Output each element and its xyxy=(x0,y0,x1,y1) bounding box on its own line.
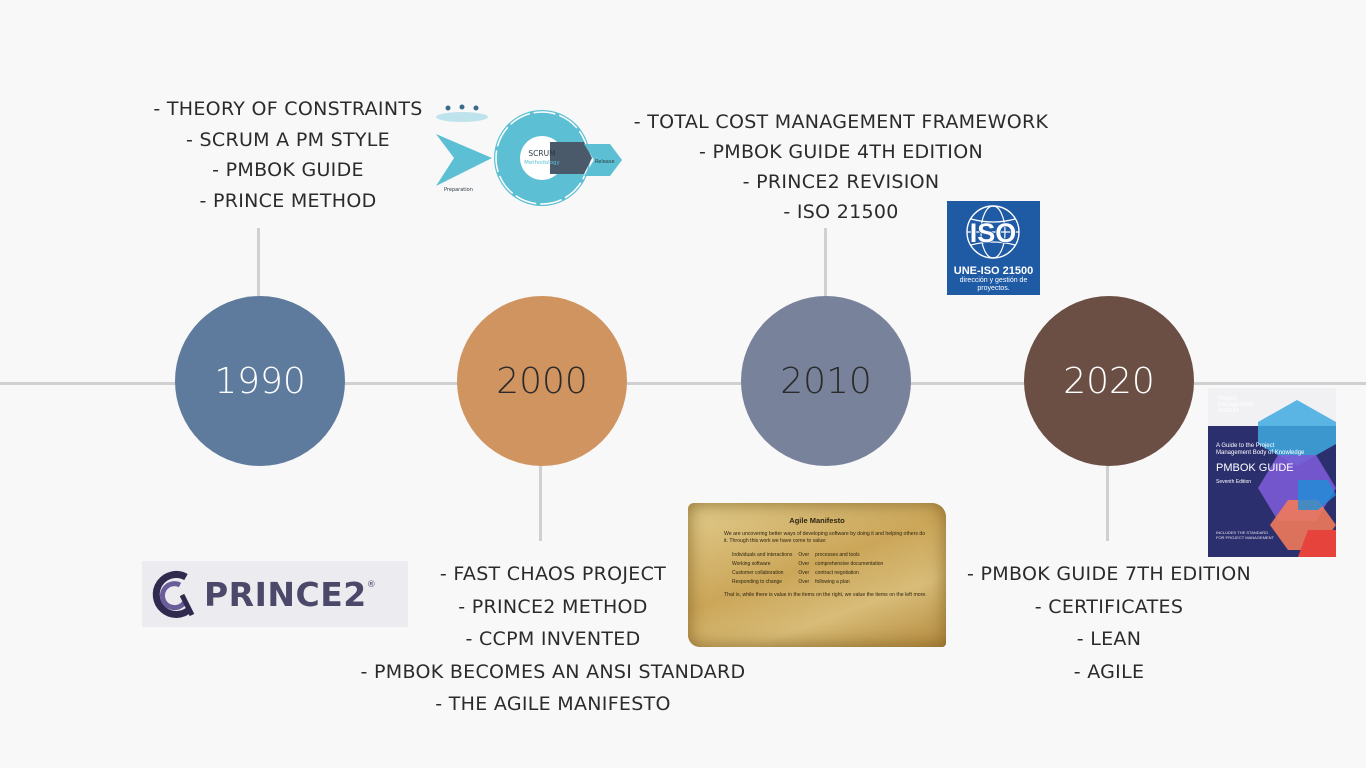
events-2000: - FAST CHAOS PROJECT - PRINCE2 METHOD - … xyxy=(333,558,773,721)
table-cell: Customer collaboration xyxy=(732,569,784,576)
event-item: - TOTAL COST MANAGEMENT FRAMEWORK xyxy=(633,111,1049,133)
event-item: - THE AGILE MANIFESTO xyxy=(435,693,671,715)
year-circle-2020: 2020 xyxy=(1024,296,1194,466)
year-label-1990: 1990 xyxy=(214,360,306,402)
iso-line-1: UNE-ISO 21500 xyxy=(953,265,1034,277)
pmbok-cover-pattern-icon xyxy=(1258,400,1336,557)
event-item: - PMBOK GUIDE xyxy=(212,159,364,181)
table-cell: comprehensive documentation xyxy=(815,560,884,567)
event-item: - CCPM INVENTED xyxy=(465,628,641,650)
year-circle-2000: 2000 xyxy=(457,296,627,466)
event-item: - PMBOK GUIDE 7TH EDITION xyxy=(967,563,1251,585)
event-item: - THEORY OF CONSTRAINTS xyxy=(153,98,423,120)
table-cell: contract negotiation xyxy=(815,569,859,576)
event-item: - CERTIFICATES xyxy=(1034,595,1184,618)
event-item: - PMBOK BECOMES AN ANSI STANDARD xyxy=(360,660,746,683)
year-label-2000: 2000 xyxy=(496,360,588,402)
table-cell: Over xyxy=(798,551,810,558)
scrum-preparation-label: Preparation xyxy=(444,187,473,193)
agile-title: Agile Manifesto xyxy=(789,516,845,525)
iso-title: ISO xyxy=(970,218,1017,248)
agile-outro: That is, while there is value in the ite… xyxy=(724,592,927,598)
table-cell: Working software xyxy=(732,560,771,567)
prince2-swirl-icon xyxy=(152,570,195,618)
table-cell: Over xyxy=(798,560,810,567)
event-item: - ISO 21500 xyxy=(783,201,899,223)
prince2-registered: ® xyxy=(366,580,376,590)
connector-2020 xyxy=(1106,465,1109,541)
agile-manifesto-image: Agile Manifesto We are uncovering better… xyxy=(688,503,946,647)
iso-line-3: proyectos. xyxy=(977,285,1010,292)
table-cell: Responding to change xyxy=(732,578,783,585)
pmbok-footer: INCLUDES THE STANDARD FOR PROJECT MANAGE… xyxy=(1216,530,1274,540)
prince2-wordmark: PRINCE2 xyxy=(204,574,367,614)
event-item: - SCRUM A PM STYLE xyxy=(186,128,390,151)
agile-values-table: Individuals and interactions Over proces… xyxy=(732,550,889,586)
connector-2010 xyxy=(824,228,827,298)
events-1990: - THEORY OF CONSTRAINTS - SCRUM A PM STY… xyxy=(128,94,448,216)
pmbok-title: PMBOK GUIDE xyxy=(1216,462,1294,474)
scrum-center-label: SCRUM xyxy=(528,149,555,158)
scrum-diagram-image: SCRUM Methodology Preparation Release xyxy=(432,100,627,208)
year-circle-2010: 2010 xyxy=(741,296,911,466)
table-cell: following a plan xyxy=(815,578,850,585)
table-row: Individuals and interactions Over proces… xyxy=(732,550,889,559)
globe-icon: ISO xyxy=(966,205,1020,259)
scrum-cycle-icon: SCRUM Methodology Preparation Release xyxy=(436,104,622,206)
pmbok-edition: Seventh Edition xyxy=(1216,479,1252,485)
year-circle-1990: 1990 xyxy=(175,296,345,466)
table-cell: Over xyxy=(798,569,810,576)
events-2010: - TOTAL COST MANAGEMENT FRAMEWORK - PMBO… xyxy=(606,107,1076,227)
pmbok-publisher: Project Management Institute xyxy=(1218,396,1254,414)
connector-2000 xyxy=(539,465,542,541)
pmbok-subtitle: A Guide to the Project Management Body o… xyxy=(1216,443,1305,456)
iso-21500-logo: ISO UNE-ISO 21500 dirección y gestión de… xyxy=(947,201,1040,295)
events-2020: - PMBOK GUIDE 7TH EDITION - CERTIFICATES… xyxy=(948,558,1270,688)
prince2-logo: PRINCE2 ® xyxy=(142,561,408,627)
event-item: - PRINCE METHOD xyxy=(199,189,377,212)
iso-line-2: dirección y gestión de xyxy=(959,277,1028,284)
table-row: Responding to change Over following a pl… xyxy=(732,577,889,586)
event-item: - FAST CHAOS PROJECT xyxy=(439,563,667,585)
connector-1990 xyxy=(257,228,260,298)
table-row: Customer collaboration Over contract neg… xyxy=(732,568,889,577)
event-item: - PRINCE2 REVISION xyxy=(742,171,940,193)
pmbok-guide-cover-image: Project Management Institute A Guide to … xyxy=(1208,388,1336,557)
event-item: - AGILE xyxy=(1073,660,1145,683)
table-cell: processes and tools xyxy=(815,551,860,558)
table-cell: Over xyxy=(798,578,810,585)
scrum-center-sub: Methodology xyxy=(524,160,560,166)
event-item: - PRINCE2 METHOD xyxy=(458,595,648,618)
timeline-axis xyxy=(0,382,1366,385)
event-item: - LEAN xyxy=(1076,628,1142,650)
year-label-2020: 2020 xyxy=(1063,360,1155,402)
scrum-release-label: Release xyxy=(595,159,615,165)
table-cell: Individuals and interactions xyxy=(732,551,793,558)
agile-intro: We are uncovering better ways of develop… xyxy=(724,531,926,544)
table-row: Working software Over comprehensive docu… xyxy=(732,559,889,568)
year-label-2010: 2010 xyxy=(780,360,872,402)
event-item: - PMBOK GUIDE 4TH EDITION xyxy=(699,141,983,163)
